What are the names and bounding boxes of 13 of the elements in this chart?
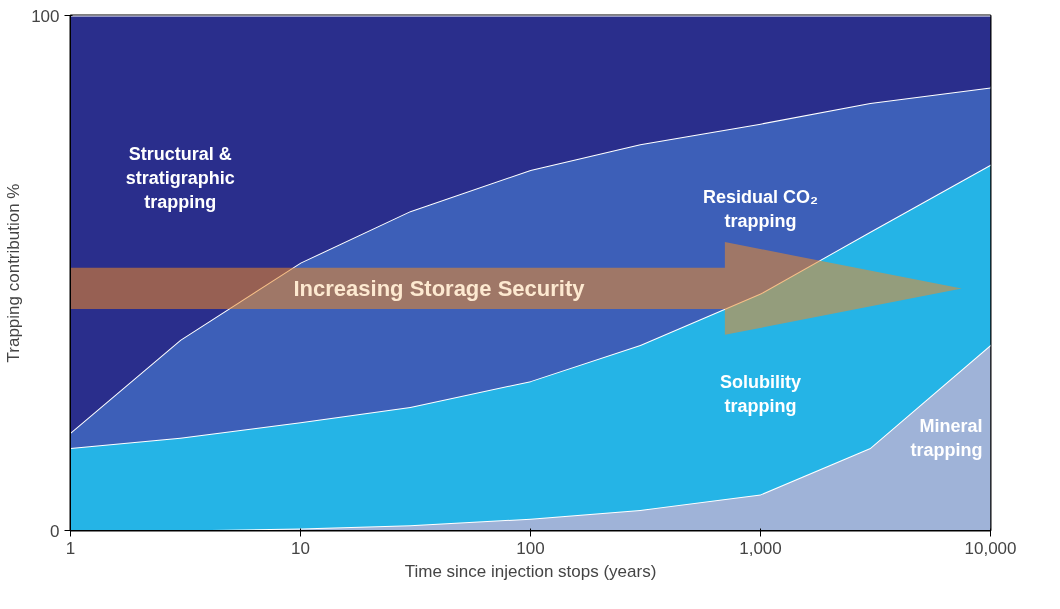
x-tick-label: 10 <box>291 538 310 558</box>
series-label: Solubility trapping <box>720 372 801 417</box>
x-tick-label: 1 <box>65 538 76 558</box>
y-tick-label: 0 <box>50 521 60 541</box>
series-label: Mineral trapping <box>910 415 983 460</box>
y-axis-title: Trapping contribution % <box>4 183 24 363</box>
x-tick-label: 10,000 <box>964 538 1017 558</box>
annotation: Increasing Storage Security <box>293 275 586 301</box>
x-tick-label: 1,000 <box>739 538 782 558</box>
x-tick-label: 100 <box>516 538 545 558</box>
series-label: Structural & stratigraphic trapping <box>125 143 235 212</box>
series-label: Residual CO₂ trapping <box>702 186 819 231</box>
x-axis-title: Time since injection stops (years) <box>404 561 657 581</box>
